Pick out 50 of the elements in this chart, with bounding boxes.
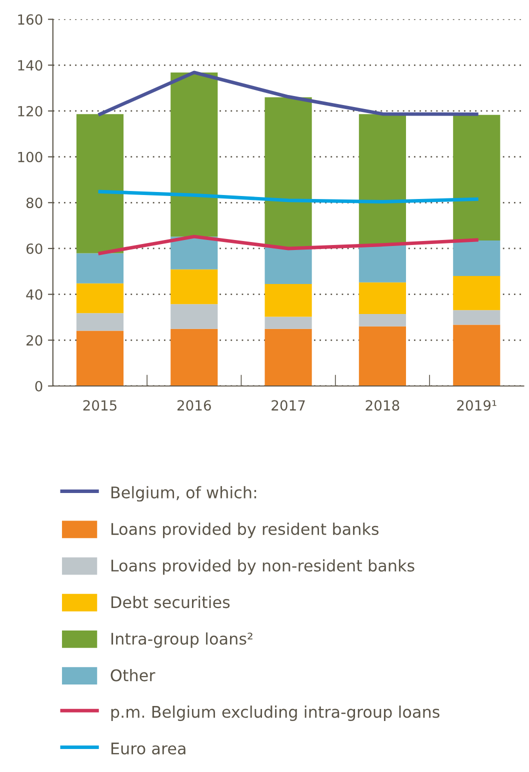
bar — [76, 253, 124, 284]
y-tick-label: 20 — [26, 335, 42, 346]
legend-label: Other — [110, 668, 156, 682]
line-series — [98, 234, 478, 256]
legend-label: p.m. Belgium excluding intra-group loans — [111, 706, 440, 722]
legend-label: Belgium, of which: — [111, 486, 256, 502]
bar — [76, 114, 124, 254]
x-tick-label: 2019¹ — [457, 400, 496, 411]
bar — [264, 316, 312, 329]
bar — [264, 284, 312, 317]
y-tick-label: 40 — [26, 289, 42, 300]
bar — [170, 328, 218, 386]
bar — [170, 304, 218, 329]
y-tick-label: 0 — [35, 380, 42, 392]
y-tick-label: 60 — [26, 243, 42, 254]
bar — [264, 97, 312, 248]
bar — [358, 244, 406, 282]
x-tick-label: 2015 — [83, 400, 116, 411]
legend-label: Debt securities — [111, 596, 230, 608]
x-tick-label: 2017 — [272, 400, 305, 411]
bar — [453, 240, 500, 276]
y-tick-label: 100 — [18, 152, 42, 162]
bar — [453, 324, 500, 386]
bar — [358, 282, 406, 314]
bar — [264, 328, 312, 386]
y-tick-label: 160 — [18, 14, 42, 25]
legend-label: Euro area — [111, 742, 186, 754]
y-tick-label: 80 — [26, 198, 42, 208]
bar — [76, 283, 124, 314]
line-series — [98, 190, 478, 204]
bar — [264, 247, 312, 284]
bar — [453, 310, 500, 325]
bar — [358, 314, 406, 326]
y-tick-label: 140 — [18, 60, 42, 71]
legend-label: Loans provided by resident banks — [111, 522, 379, 538]
y-tick-label: 120 — [18, 106, 42, 116]
bar — [358, 326, 406, 386]
bar — [76, 330, 124, 386]
legend-label: Intra-group loans² — [111, 632, 252, 648]
bar — [453, 114, 500, 240]
bar — [358, 114, 406, 245]
legend-label: Loans provided by non-resident banks — [111, 559, 414, 575]
line-series — [98, 70, 478, 116]
x-tick-label: 2016 — [177, 400, 211, 411]
bar — [170, 72, 218, 237]
bar — [170, 269, 218, 304]
bar — [76, 313, 124, 331]
bar — [453, 276, 500, 310]
bar — [170, 236, 218, 270]
x-tick-label: 2018 — [366, 400, 400, 411]
